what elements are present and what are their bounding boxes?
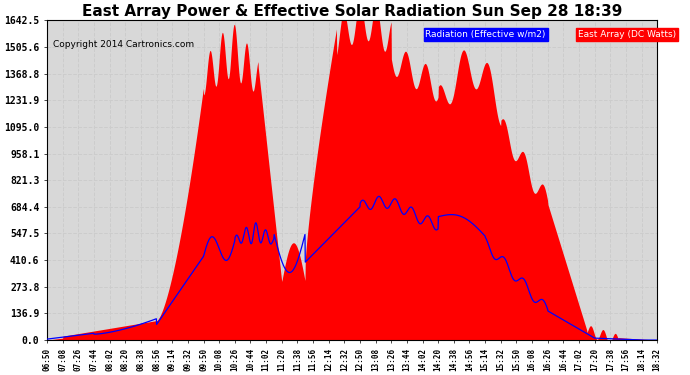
Text: East Array (DC Watts): East Array (DC Watts) (578, 30, 676, 39)
Title: East Array Power & Effective Solar Radiation Sun Sep 28 18:39: East Array Power & Effective Solar Radia… (82, 4, 622, 19)
Text: Radiation (Effective w/m2): Radiation (Effective w/m2) (425, 30, 546, 39)
Text: Copyright 2014 Cartronics.com: Copyright 2014 Cartronics.com (53, 39, 195, 48)
